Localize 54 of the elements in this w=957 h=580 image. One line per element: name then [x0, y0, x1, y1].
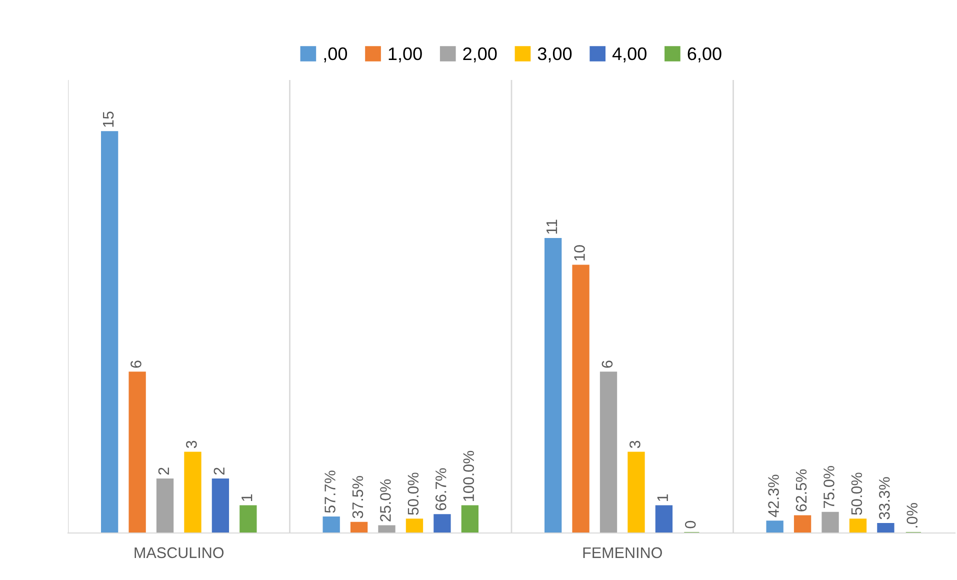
x-tick-label: MASCULINO: [134, 547, 224, 558]
data-label: 37.5%: [352, 476, 364, 518]
legend-label: ,00: [324, 47, 348, 62]
bar: [655, 505, 673, 533]
bar: [322, 516, 340, 533]
bar: [350, 522, 368, 533]
bar: [100, 131, 118, 533]
data-label: 2: [214, 468, 224, 475]
data-label: .0%: [906, 503, 918, 528]
legend-label: 4,00: [612, 47, 646, 62]
bar: [461, 505, 479, 533]
data-label: 50.0%: [851, 472, 862, 515]
data-label: 10: [574, 245, 585, 260]
data-label: 57.7%: [324, 470, 336, 513]
bar: [544, 238, 562, 533]
data-label: 42.3%: [768, 474, 779, 518]
data-label: 6: [130, 360, 142, 368]
bar: [766, 520, 784, 533]
bar: [794, 515, 812, 533]
data-label: 50.0%: [408, 472, 419, 515]
bar: [240, 505, 257, 533]
data-label: 6: [602, 360, 613, 368]
bar: [156, 478, 174, 533]
bar: [184, 452, 202, 533]
data-label: 15: [103, 112, 114, 127]
bar: [849, 518, 867, 533]
data-label: 66.7%: [435, 468, 446, 510]
bar: [572, 264, 590, 533]
bar: [128, 372, 146, 533]
bar: [434, 514, 451, 533]
data-label: 2: [158, 468, 169, 475]
bar: [600, 372, 618, 533]
data-label: 0: [684, 520, 696, 528]
legend-label: 2,00: [463, 47, 497, 62]
legend-label: 6,00: [688, 47, 722, 62]
data-label: 75.0%: [824, 466, 834, 508]
data-label: 33.3%: [878, 477, 890, 520]
legend-label: 1,00: [388, 47, 422, 62]
bar: [378, 525, 396, 533]
bar: [406, 518, 424, 533]
data-label: 1: [657, 494, 668, 501]
data-label: 1: [242, 494, 252, 501]
x-tick-label: FEMENINO: [583, 547, 662, 558]
data-label: 25.0%: [380, 479, 391, 522]
bar: [877, 523, 894, 533]
data-label: 3: [630, 440, 640, 448]
bar: [212, 478, 230, 533]
data-label: 62.5%: [796, 469, 807, 512]
bar: [822, 512, 839, 533]
data-label: 11: [546, 220, 558, 234]
legend-label: 3,00: [538, 47, 572, 62]
bar: [628, 452, 645, 533]
data-label: 100.0%: [463, 450, 474, 501]
data-label: 3: [186, 440, 197, 448]
